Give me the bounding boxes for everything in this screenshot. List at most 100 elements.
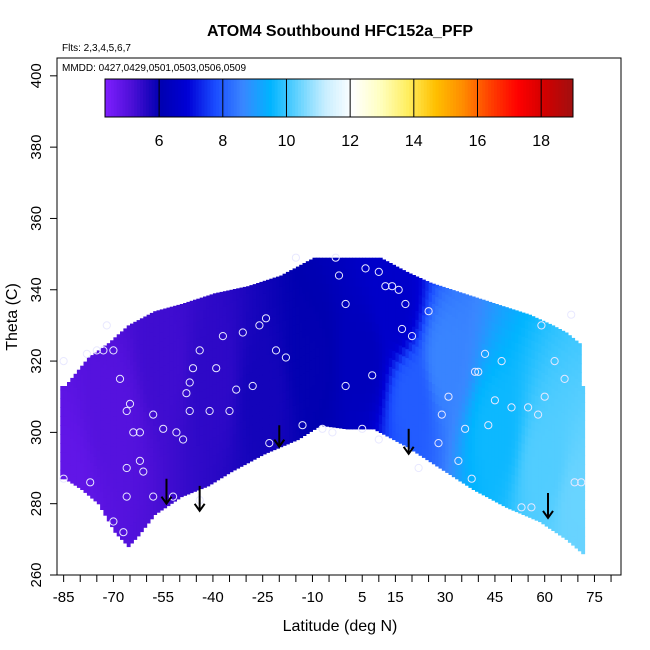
field-cell [146, 389, 151, 399]
field-cell [521, 318, 526, 328]
field-cell [494, 439, 499, 449]
field-cell [93, 411, 98, 422]
field-cell [130, 516, 134, 526]
field-cell [219, 361, 224, 372]
field-cell [498, 450, 503, 460]
field-cell [153, 371, 158, 382]
field-cell [219, 459, 224, 470]
field-cell [229, 400, 234, 410]
y-tick-label: 340 [28, 277, 45, 302]
field-cell [551, 494, 556, 505]
field-cell [146, 326, 151, 337]
field-cell [212, 294, 217, 305]
field-cell [252, 405, 257, 416]
field-cell [577, 515, 582, 525]
field-cell [176, 454, 181, 464]
field-cell [531, 349, 536, 359]
field-cell [305, 326, 310, 336]
field-cell [405, 411, 410, 421]
field-cell [189, 332, 194, 342]
field-cell [153, 452, 158, 462]
field-cell [156, 396, 161, 406]
field-cell [531, 367, 536, 377]
field-cell [103, 426, 108, 436]
field-cell [372, 393, 377, 403]
field-cell [421, 448, 426, 458]
field-cell [339, 303, 343, 313]
field-cell [322, 372, 327, 382]
field-cell [325, 310, 330, 320]
field-cell [262, 427, 267, 437]
field-cell [120, 503, 124, 514]
field-cell [524, 462, 529, 472]
field-cell [541, 514, 546, 525]
contour-field [60, 257, 586, 555]
field-cell [508, 330, 513, 340]
field-cell [435, 367, 440, 378]
field-cell [339, 347, 343, 358]
field-cell [508, 366, 513, 376]
field-cell [577, 417, 582, 427]
field-cell [179, 309, 184, 319]
field-cell [222, 315, 227, 325]
field-cell [96, 414, 101, 425]
field-cell [93, 358, 98, 368]
field-cell [169, 360, 174, 371]
colorbar-segment [236, 79, 241, 117]
field-cell [319, 407, 323, 417]
field-cell [485, 327, 489, 337]
field-cell [322, 381, 327, 391]
field-cell [465, 467, 469, 477]
field-cell [332, 275, 337, 285]
field-cell [312, 402, 317, 413]
field-cell [481, 459, 486, 469]
field-cell [438, 325, 443, 335]
field-cell [236, 450, 241, 460]
field-cell [365, 259, 370, 269]
field-cell [143, 482, 148, 493]
field-cell [242, 366, 247, 376]
field-cell [538, 512, 542, 523]
colorbar-segment [499, 79, 504, 117]
field-cell [345, 339, 350, 350]
field-cell [219, 326, 224, 336]
colorbar-segment [505, 79, 510, 117]
field-cell [541, 407, 546, 418]
field-cell [581, 509, 586, 519]
field-cell [120, 414, 124, 425]
field-cell [183, 370, 187, 380]
field-cell [166, 371, 171, 382]
field-cell [329, 292, 333, 303]
field-cell [103, 345, 108, 356]
field-cell [209, 430, 214, 440]
field-cell [239, 368, 244, 378]
field-cell [544, 436, 549, 447]
field-cell [80, 444, 85, 455]
field-cell [531, 491, 536, 502]
field-cell [388, 312, 393, 323]
field-cell [149, 322, 154, 333]
field-cell [548, 367, 552, 378]
x-tick-label: 45 [487, 589, 504, 606]
field-cell [199, 319, 204, 329]
field-cell [116, 419, 121, 430]
field-cell [259, 366, 264, 376]
field-cell [186, 324, 191, 334]
field-cell [402, 427, 406, 437]
x-tick-label: 75 [586, 589, 603, 606]
field-cell [186, 449, 191, 459]
field-cell [494, 403, 499, 414]
field-cell [349, 259, 353, 269]
field-cell [159, 403, 164, 413]
field-cell [534, 368, 539, 379]
field-cell [501, 389, 506, 400]
field-cell [256, 305, 260, 316]
field-cell [90, 355, 95, 356]
field-cell [465, 422, 469, 433]
field-cell [302, 319, 307, 330]
field-cell [435, 439, 440, 449]
field-cell [431, 437, 436, 447]
field-cell [421, 386, 426, 396]
field-cell [153, 487, 158, 498]
field-cell [63, 416, 68, 426]
